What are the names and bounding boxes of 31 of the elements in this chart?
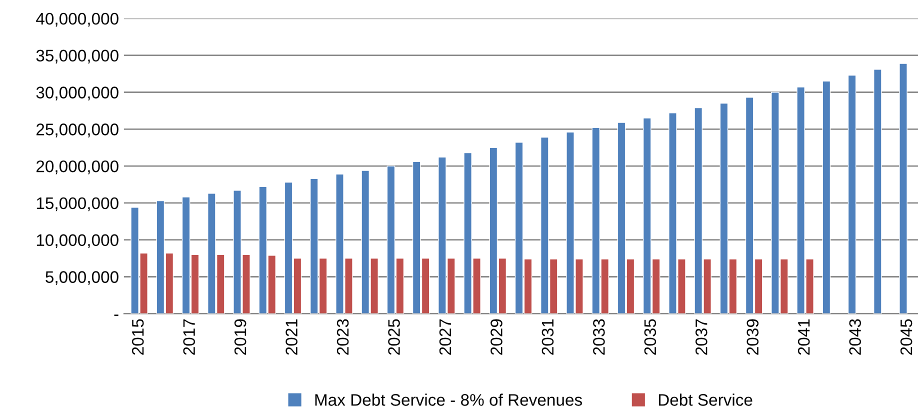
bar bbox=[848, 74, 856, 314]
x-tick-label: 2027 bbox=[439, 319, 452, 355]
y-tick-label: 10,000,000 bbox=[36, 234, 118, 248]
bar bbox=[822, 80, 831, 314]
y-tick-label: 5,000,000 bbox=[46, 271, 118, 285]
bar bbox=[873, 69, 882, 314]
legend-label: Max Debt Service - 8% of Revenues bbox=[315, 394, 582, 406]
x-tick-label: 2035 bbox=[644, 319, 656, 355]
y-tick-label: 35,000,000 bbox=[36, 50, 118, 64]
x-tick-label: 2015 bbox=[132, 319, 144, 355]
x-tick-label: 2041 bbox=[798, 319, 810, 355]
x-tick-label: 2019 bbox=[234, 319, 246, 355]
x-tick-label: 2033 bbox=[593, 319, 605, 355]
y-tick-label: 15,000,000 bbox=[36, 197, 118, 212]
x-tick-label: 2031 bbox=[542, 319, 554, 355]
y-tick-label: 20,000,000 bbox=[36, 160, 118, 174]
x-tick-label: 2037 bbox=[696, 319, 708, 355]
x-tick-label: 2045 bbox=[900, 319, 912, 355]
bar bbox=[899, 63, 908, 314]
y-tick-label: 40,000,000 bbox=[36, 12, 118, 27]
x-tick-label: 2021 bbox=[286, 319, 298, 355]
y-tick-label: 30,000,000 bbox=[36, 86, 118, 100]
x-tick-label: 2025 bbox=[388, 319, 400, 355]
x-tick-label: 2023 bbox=[336, 319, 349, 355]
x-tick-label: 2039 bbox=[746, 319, 759, 355]
y-tick-label: 25,000,000 bbox=[36, 124, 118, 138]
x-tick-label: 2043 bbox=[849, 319, 861, 355]
legend-label: Debt Service bbox=[658, 394, 752, 406]
y-tick-label: - bbox=[114, 314, 118, 316]
x-tick-label: 2029 bbox=[490, 319, 502, 355]
x-tick-label: 2017 bbox=[183, 319, 196, 355]
